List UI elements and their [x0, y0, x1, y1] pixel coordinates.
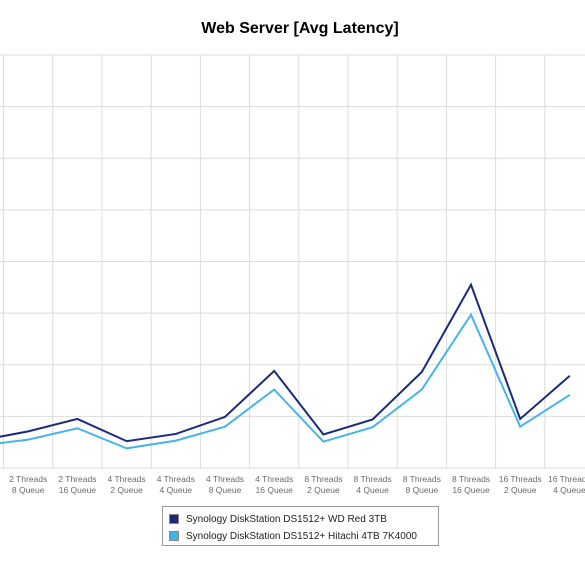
x-tick-label: 2 Queue: [110, 485, 143, 495]
data-point: [27, 430, 30, 433]
x-tick-label: 2 Threads: [9, 474, 47, 484]
data-point: [322, 440, 325, 443]
data-point: [76, 418, 79, 420]
data-point: [125, 440, 128, 442]
x-tick-label: 16 Queue: [59, 485, 97, 495]
x-tick-label: 8 Threads: [452, 474, 490, 484]
x-tick-label: 4 Threads: [206, 474, 244, 484]
x-tick-label: 16 Queue: [256, 485, 294, 495]
x-tick-label: 8 Queue: [209, 485, 242, 495]
x-tick-label: 8 Threads: [403, 474, 441, 484]
x-tick-label: 8 Threads: [304, 474, 342, 484]
series-line-1: [0, 282, 571, 443]
x-tick-label: 16 Queue: [452, 485, 490, 495]
data-point: [175, 439, 177, 442]
legend-item-series-2: Synology DiskStation DS1512+ Hitachi 4TB…: [169, 529, 417, 543]
series-line-2: [0, 312, 570, 450]
data-point: [470, 313, 472, 316]
x-tick-label: 16 Threads: [548, 474, 585, 484]
chart-title: Web Server [Avg Latency]: [201, 20, 399, 37]
legend: Synology DiskStation DS1512+ WD Red 3TB …: [162, 506, 439, 546]
x-tick-label: 4 Threads: [157, 474, 195, 484]
data-point: [224, 425, 226, 428]
legend-label-series-2: Synology DiskStation DS1512+ Hitachi 4TB…: [186, 530, 417, 542]
x-tick-label: 4 Queue: [356, 485, 389, 495]
data-point: [273, 370, 276, 372]
x-tick-label: 4 Threads: [255, 474, 293, 484]
x-tick-label: 8 Queue: [405, 485, 438, 495]
x-tick-label: 8 Threads: [354, 474, 392, 484]
data-point: [27, 438, 30, 441]
data-point: [568, 375, 571, 377]
data-point: [76, 427, 79, 430]
data-point: [175, 433, 177, 435]
data-point: [568, 394, 571, 397]
legend-swatch-series-2: [169, 531, 179, 541]
data-point: [519, 418, 521, 420]
x-tick-label: 2 Threads: [58, 474, 96, 484]
legend-swatch-series-1: [169, 514, 179, 524]
x-tick-label: 4 Queue: [553, 485, 585, 495]
data-point: [273, 388, 276, 391]
data-point: [421, 371, 423, 373]
x-tick-label: 2 Queue: [504, 485, 537, 495]
x-tick-label: 4 Threads: [108, 474, 146, 484]
data-point: [224, 416, 226, 418]
data-point: [421, 388, 423, 391]
x-tick-label: 2 Queue: [307, 485, 340, 495]
legend-label-series-1: Synology DiskStation DS1512+ WD Red 3TB: [186, 513, 387, 525]
x-tick-label: 4 Queue: [159, 485, 192, 495]
data-point: [519, 425, 521, 428]
data-point: [371, 426, 374, 429]
data-point: [125, 447, 128, 450]
data-point: [470, 283, 472, 286]
data-point: [322, 433, 325, 436]
legend-item-series-1: Synology DiskStation DS1512+ WD Red 3TB: [169, 512, 387, 526]
data-point: [371, 418, 374, 421]
x-tick-label: 16 Threads: [499, 474, 542, 484]
x-tick-label: 8 Queue: [12, 485, 45, 495]
